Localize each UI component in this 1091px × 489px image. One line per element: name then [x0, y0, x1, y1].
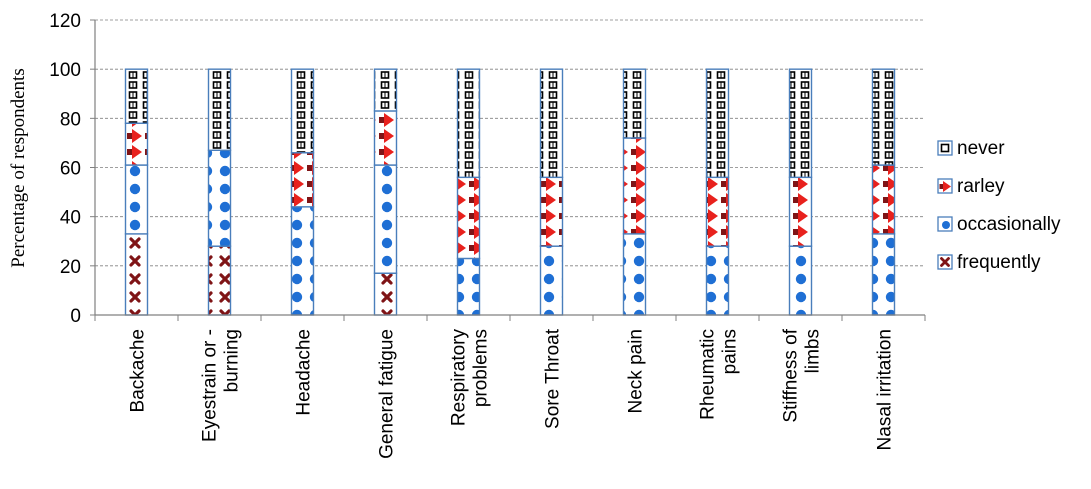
x-tick-label: Respiratory [449, 329, 470, 427]
x-tick-label: Rheumatic [698, 329, 719, 420]
x-tick-label-group: Backache [128, 329, 149, 412]
axes [90, 19, 926, 321]
x-tick-label: Headache [294, 329, 315, 416]
legend-item-rarley: rarley [937, 176, 1005, 197]
legend-glyph-rarley-arrow [943, 181, 951, 192]
x-tick-label-group: Stiffness of limbs [781, 328, 824, 422]
legend-label-frequently: frequently [957, 252, 1041, 273]
legend-swatch-never [937, 140, 953, 156]
x-tick-label: Backache [128, 329, 149, 412]
x-tick-label: pains [720, 329, 741, 374]
legend-glyph-rarley-tail [939, 184, 944, 189]
bar-segment-rarley-7 [705, 176, 730, 247]
bar-segment-never-7 [705, 68, 730, 179]
legend-label-never: never [957, 138, 1005, 159]
bar-segment-occasionally-9 [871, 233, 896, 316]
x-tick-label: Neck pain [626, 329, 647, 414]
bar-segment-never-3 [373, 68, 398, 112]
y-tick-label: 120 [49, 11, 81, 32]
bar-segment-occasionally-8 [788, 245, 813, 316]
legend-item-occasionally: occasionally [937, 214, 1061, 235]
x-tick-label-group: General fatigue [377, 329, 398, 459]
bar-segment-rarley-0 [124, 122, 149, 166]
x-tick-label: Stiffness of [781, 328, 802, 422]
bar-segment-never-2 [290, 68, 315, 154]
bar-segment-never-4 [456, 68, 481, 179]
x-tick-label-group: Respiratory problems [449, 329, 492, 427]
x-tick-label-group: Rheumatic pains [698, 329, 741, 420]
bar-segment-never-9 [871, 68, 896, 166]
y-tick-label: 80 [60, 109, 81, 130]
x-tick-label-group: Nasal irritation [875, 329, 896, 450]
y-tick-label: 100 [49, 60, 81, 81]
x-tick-label: Nasal irritation [875, 329, 896, 450]
x-tick-label: General fatigue [377, 329, 398, 459]
legend-label-occasionally: occasionally [957, 214, 1061, 235]
bar-segment-frequently-3 [373, 272, 398, 316]
x-tick-label-group: Headache [294, 329, 315, 416]
legend-glyph-frequently [940, 257, 950, 267]
bar-segment-occasionally-6 [622, 233, 647, 316]
x-tick-label: burning [222, 329, 243, 392]
bar-segment-never-5 [539, 68, 564, 179]
gridlines [95, 19, 925, 267]
y-tick-label: 20 [60, 257, 81, 278]
x-tick-label: problems [471, 329, 492, 407]
bar-segment-frequently-1 [207, 245, 232, 316]
bar-segment-rarley-6 [622, 137, 647, 235]
bar-segment-never-1 [207, 68, 232, 151]
bar-segment-rarley-3 [373, 110, 398, 166]
y-tick-label: 40 [60, 208, 81, 229]
legend-glyph-occasionally [942, 221, 950, 229]
bar-segment-occasionally-0 [124, 164, 149, 235]
legend-label-rarley: rarley [957, 176, 1005, 197]
bar-segment-rarley-4 [456, 176, 481, 260]
x-tick-label-group: Eyestrain or - burning [200, 329, 243, 442]
bar-segment-occasionally-4 [456, 257, 481, 316]
bar-segment-rarley-2 [290, 152, 315, 208]
y-tick-label: 60 [60, 159, 81, 180]
legend-item-never: never [937, 138, 1005, 159]
bar-segment-rarley-8 [788, 176, 813, 247]
bars [124, 68, 896, 316]
bar-segment-rarley-9 [871, 164, 896, 235]
bar-segment-occasionally-3 [373, 164, 398, 274]
y-tick-labels: 0 20 40 60 80 100 120 [49, 11, 81, 327]
bar-segment-never-6 [622, 68, 647, 139]
x-tick-label: Sore Throat [543, 328, 564, 429]
x-tick-labels: Backache Eyestrain or - burning Headache Gen… [128, 328, 896, 459]
x-tick-label-group: Sore Throat [543, 328, 564, 429]
bar-segment-rarley-5 [539, 176, 564, 247]
bar-segment-occasionally-7 [705, 245, 730, 316]
legend-glyph-never [940, 143, 950, 153]
bar-segment-occasionally-5 [539, 245, 564, 316]
bar-segment-occasionally-2 [290, 206, 315, 316]
legend: never rarley occasionally frequently [937, 138, 1061, 273]
x-tick-label: Eyestrain or - [200, 329, 221, 442]
y-axis-title: Percentage of respondents [8, 68, 29, 267]
legend-item-frequently: frequently [937, 252, 1041, 273]
bar-segment-occasionally-1 [207, 149, 232, 247]
bar-segment-never-8 [788, 68, 813, 179]
bar-segment-frequently-0 [124, 233, 149, 316]
bar-segment-never-0 [124, 68, 149, 124]
x-tick-label-group: Neck pain [626, 329, 647, 414]
y-tick-label: 0 [70, 306, 81, 327]
x-tick-label: limbs [803, 329, 824, 373]
